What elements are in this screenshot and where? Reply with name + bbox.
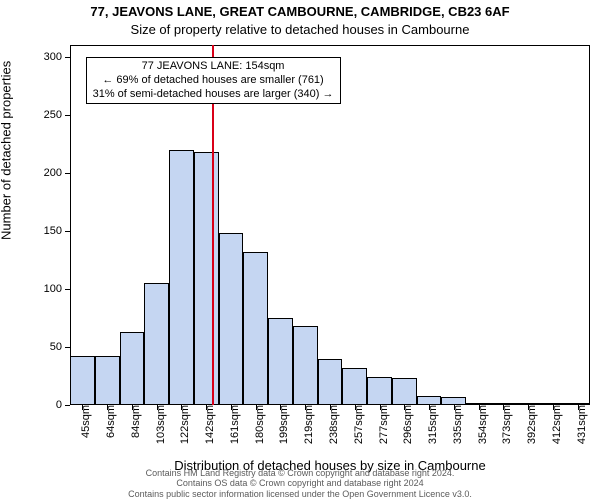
x-tick-label: 180sqm [252, 405, 266, 444]
chart-container: 77, JEAVONS LANE, GREAT CAMBOURNE, CAMBR… [0, 0, 600, 500]
x-tick-label: 219sqm [301, 405, 315, 444]
x-tick-label: 122sqm [177, 405, 191, 444]
chart-title-line2: Size of property relative to detached ho… [0, 22, 600, 37]
y-tick-label: 200 [44, 167, 70, 179]
plot-area: 05010015020025030045sqm64sqm84sqm103sqm1… [70, 45, 590, 405]
histogram-bar [144, 283, 169, 405]
y-tick-label: 100 [44, 283, 70, 295]
x-tick-label: 84sqm [128, 405, 142, 438]
annotation-box: 77 JEAVONS LANE: 154sqm← 69% of detached… [86, 57, 341, 104]
x-tick-label: 315sqm [425, 405, 439, 444]
histogram-bar [194, 152, 219, 405]
x-tick-label: 392sqm [524, 405, 538, 444]
y-tick-label: 0 [56, 399, 70, 411]
x-tick-label: 373sqm [499, 405, 513, 444]
chart-title-line1: 77, JEAVONS LANE, GREAT CAMBOURNE, CAMBR… [0, 4, 600, 19]
y-tick-label: 50 [50, 341, 70, 353]
x-tick-label: 431sqm [574, 405, 588, 444]
histogram-bar [95, 356, 120, 405]
y-tick-label: 150 [44, 225, 70, 237]
x-tick-label: 277sqm [376, 405, 390, 444]
histogram-bar [219, 233, 244, 405]
footer-line1: Contains HM Land Registry data © Crown c… [0, 468, 600, 478]
histogram-bar [367, 377, 392, 405]
histogram-bar [120, 332, 145, 405]
histogram-bar [417, 396, 442, 405]
x-tick-label: 257sqm [351, 405, 365, 444]
x-tick-label: 142sqm [202, 405, 216, 444]
annotation-line: 31% of semi-detached houses are larger (… [93, 88, 334, 102]
histogram-bar [70, 356, 95, 405]
histogram-bar [293, 326, 318, 405]
footer-line3: Contains public sector information licen… [0, 489, 600, 499]
y-axis-label: Number of detached properties [0, 61, 14, 240]
histogram-bar [243, 252, 268, 405]
x-tick-label: 238sqm [326, 405, 340, 444]
x-tick-label: 64sqm [103, 405, 117, 438]
y-tick-label: 250 [44, 109, 70, 121]
x-tick-label: 412sqm [549, 405, 563, 444]
histogram-bar [268, 318, 293, 405]
histogram-bar [169, 150, 194, 405]
x-tick-label: 354sqm [475, 405, 489, 444]
annotation-line: 77 JEAVONS LANE: 154sqm [93, 60, 334, 74]
x-tick-label: 161sqm [227, 405, 241, 444]
x-tick-label: 296sqm [400, 405, 414, 444]
footer-line2: Contains OS data © Crown copyright and d… [0, 478, 600, 488]
x-tick-label: 199sqm [276, 405, 290, 444]
y-tick-label: 300 [44, 51, 70, 63]
x-tick-label: 103sqm [153, 405, 167, 444]
annotation-line: ← 69% of detached houses are smaller (76… [93, 74, 334, 88]
x-tick-label: 335sqm [450, 405, 464, 444]
histogram-bar [318, 359, 343, 405]
histogram-bar [392, 378, 417, 405]
histogram-bar [441, 397, 466, 405]
histogram-bar [342, 368, 367, 405]
footer: Contains HM Land Registry data © Crown c… [0, 468, 600, 499]
x-tick-label: 45sqm [78, 405, 92, 438]
